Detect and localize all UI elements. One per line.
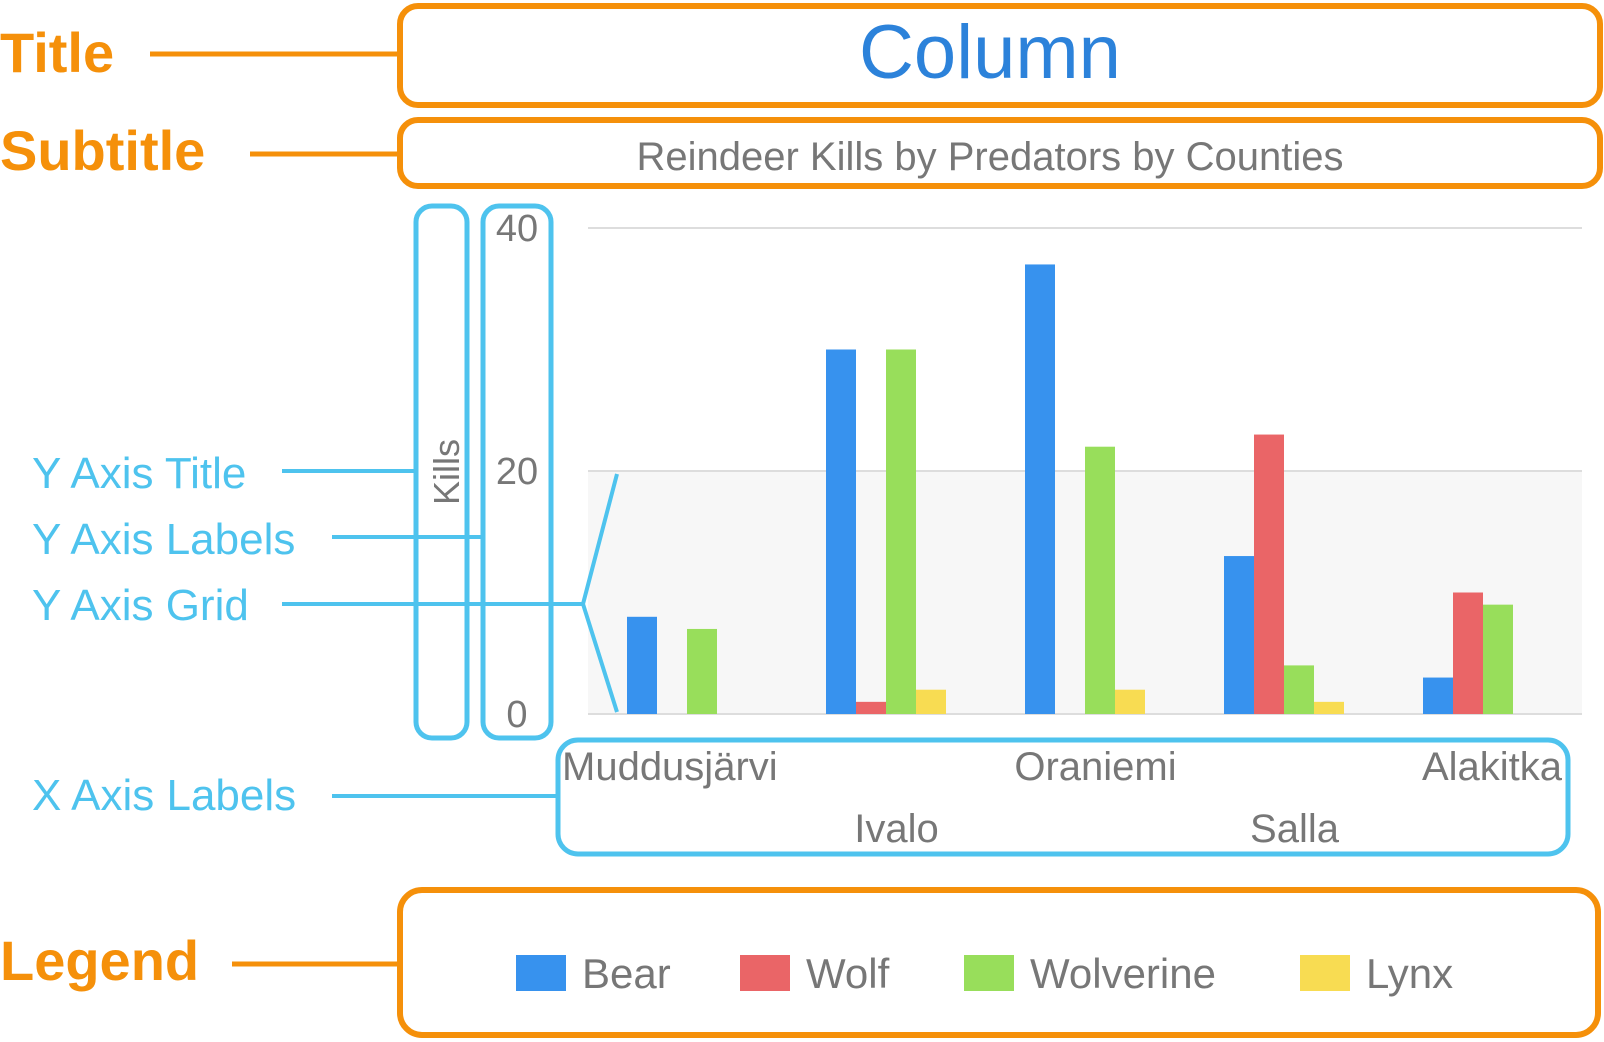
bar-bear	[826, 349, 856, 714]
x-axis-labels: Muddusjärvi Ivalo Oraniemi Salla Alakitka	[562, 745, 1563, 851]
callout-y-axis-grid-label: Y Axis Grid	[32, 581, 249, 630]
bar-bear	[1025, 264, 1055, 714]
callout-x-axis-labels-label: X Axis Labels	[32, 771, 296, 820]
y-tick-label: 40	[496, 208, 538, 250]
bar-wolverine	[1483, 604, 1513, 714]
callout-y-axis-labels-label: Y Axis Labels	[32, 515, 295, 564]
bar-wolf	[1453, 592, 1483, 714]
x-tick-label: Muddusjärvi	[562, 745, 778, 789]
x-tick-label: Alakitka	[1422, 745, 1563, 789]
legend: Bear Wolf Wolverine Lynx	[516, 950, 1453, 997]
callout-y-axis-title-label: Y Axis Title	[32, 449, 246, 498]
x-tick-label: Salla	[1250, 807, 1340, 851]
bar-lynx	[1115, 689, 1145, 714]
legend-item-wolf[interactable]: Wolf	[740, 950, 890, 997]
y-axis-labels: 0 20 40	[496, 208, 538, 736]
bar-wolverine	[1284, 665, 1314, 714]
legend-item-bear[interactable]: Bear	[516, 950, 671, 997]
legend-swatch	[740, 955, 790, 991]
legend-frame	[397, 887, 1601, 1038]
callout-legend-label: Legend	[0, 929, 199, 992]
chart-subtitle: Reindeer Kills by Predators by Counties	[636, 135, 1343, 179]
bar-bear	[1423, 677, 1453, 714]
bar-wolverine	[1085, 446, 1115, 714]
y-axis-title: Kills	[426, 439, 467, 505]
legend-item-wolverine[interactable]: Wolverine	[964, 950, 1216, 997]
bar-bear	[1224, 556, 1254, 714]
x-tick-label: Ivalo	[854, 807, 939, 851]
subtitle-frame	[397, 117, 1603, 189]
bar-wolverine	[886, 349, 916, 714]
legend-label: Bear	[582, 950, 671, 997]
legend-item-lynx[interactable]: Lynx	[1300, 950, 1453, 997]
bar-lynx	[1314, 701, 1344, 714]
legend-swatch	[964, 955, 1014, 991]
bar-wolf	[1254, 434, 1284, 714]
bar-lynx	[916, 689, 946, 714]
bar-wolf	[856, 701, 886, 714]
bar-series-group	[627, 264, 1513, 714]
y-tick-label: 0	[506, 694, 527, 736]
y-axis-labels-frame	[480, 203, 554, 741]
chart-title: Column	[859, 10, 1121, 95]
legend-label: Wolverine	[1030, 950, 1216, 997]
callout-title-label: Title	[0, 21, 114, 84]
bar-wolverine	[687, 628, 717, 714]
legend-label: Lynx	[1366, 950, 1453, 997]
legend-swatch	[516, 955, 566, 991]
legend-swatch	[1300, 955, 1350, 991]
bar-bear	[627, 616, 657, 714]
legend-label: Wolf	[806, 950, 890, 997]
y-tick-label: 20	[496, 451, 538, 493]
title-frame	[397, 3, 1603, 108]
x-tick-label: Oraniemi	[1014, 745, 1176, 789]
callout-subtitle-label: Subtitle	[0, 119, 205, 182]
